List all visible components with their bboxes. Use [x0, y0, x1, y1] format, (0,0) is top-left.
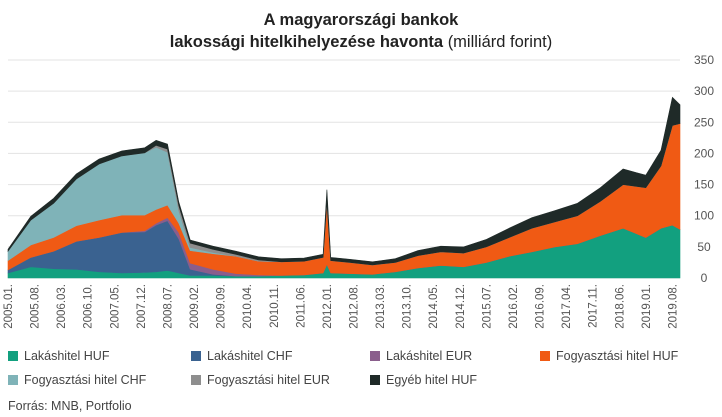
legend-swatch — [540, 351, 550, 361]
area-series-group — [7, 96, 681, 279]
legend-swatch — [370, 351, 380, 361]
x-axis: 2005.01. 2005.08. 2006.03. 2006.10. 2007.05.… — [3, 284, 679, 329]
chart-title-line2-bold: lakossági hitelkihelyezése havonta — [169, 33, 444, 51]
x-tick-label: 2005.08. — [30, 284, 42, 329]
area-series-egyeb-hitel-huf — [7, 96, 681, 266]
x-tick-label: 2010.11. — [269, 284, 281, 328]
x-tick-label: 2009.09. — [216, 284, 228, 329]
legend-item: Lakáshitel HUF — [8, 349, 109, 363]
y-tick-label: 200 — [694, 146, 714, 160]
x-tick-label: 2009.02. — [189, 284, 201, 329]
legend-label: Fogyasztási hitel HUF — [556, 349, 679, 363]
legend-swatch — [191, 375, 201, 385]
x-tick-label: 2014.05. — [428, 284, 440, 329]
x-tick-label: 2006.03. — [56, 284, 68, 329]
legend-label: Lakáshitel EUR — [386, 349, 473, 363]
y-axis: 0 50 100 150 200 250 300 350 — [694, 53, 714, 285]
legend-item: Lakáshitel EUR — [370, 349, 472, 363]
x-tick-label: 2017.04. — [561, 284, 573, 329]
legend-item: Egyéb hitel HUF — [370, 373, 477, 387]
x-tick-label: 2017.11. — [588, 284, 600, 328]
x-tick-label: 2013.03. — [375, 284, 387, 329]
chart-title-unit: (milliárd forint) — [447, 33, 553, 51]
legend-item: Lakáshitel CHF — [191, 349, 292, 363]
x-tick-label: 2007.12. — [136, 284, 148, 329]
legend-swatch — [8, 351, 18, 361]
legend-label: Lakáshitel HUF — [24, 349, 110, 363]
legend-item: Fogyasztási hitel CHF — [8, 373, 146, 387]
x-tick-label: 2016.02. — [508, 284, 520, 329]
y-tick-label: 250 — [694, 115, 714, 129]
legend-swatch — [8, 375, 18, 385]
legend-swatch — [191, 351, 201, 361]
x-tick-label: 2008.07. — [163, 284, 175, 329]
x-tick-label: 2012.08. — [349, 284, 361, 329]
x-tick-label: 2005.01. — [3, 284, 15, 329]
x-tick-label: 2019.08. — [667, 284, 679, 329]
y-tick-label: 50 — [697, 240, 711, 254]
x-tick-label: 2019.01. — [641, 284, 653, 329]
y-tick-label: 300 — [694, 84, 714, 98]
legend-label: Fogyasztási hitel EUR — [207, 373, 330, 387]
legend-label: Egyéb hitel HUF — [386, 373, 478, 387]
x-tick-label: 2015.07. — [481, 284, 493, 329]
legend-item: Fogyasztási hitel HUF — [540, 349, 678, 363]
x-tick-label: 2016.09. — [535, 284, 547, 329]
y-tick-label: 350 — [694, 53, 714, 67]
chart-title-line1: A magyarországi bankok — [263, 11, 459, 29]
source-note: Forrás: MNB, Portfolio — [8, 399, 132, 413]
x-tick-label: 2012.01. — [322, 284, 334, 329]
x-tick-label: 2018.06. — [614, 284, 626, 329]
x-tick-label: 2011.06. — [295, 284, 307, 328]
x-tick-label: 2007.05. — [109, 284, 121, 329]
x-tick-label: 2006.10. — [83, 284, 95, 329]
x-tick-label: 2010.04. — [242, 284, 254, 329]
y-tick-label: 100 — [694, 209, 714, 223]
chart-title: A magyarországi bankok lakossági hitelki… — [0, 9, 722, 53]
legend-item: Fogyasztási hitel EUR — [191, 373, 330, 387]
x-tick-label: 2013.10. — [402, 284, 414, 329]
x-tick-label: 2014.12. — [455, 284, 467, 329]
y-tick-label: 0 — [701, 271, 708, 285]
legend-label: Lakáshitel CHF — [207, 349, 293, 363]
legend-label: Fogyasztási hitel CHF — [24, 373, 147, 387]
legend-swatch — [370, 375, 380, 385]
y-tick-label: 150 — [694, 178, 714, 192]
